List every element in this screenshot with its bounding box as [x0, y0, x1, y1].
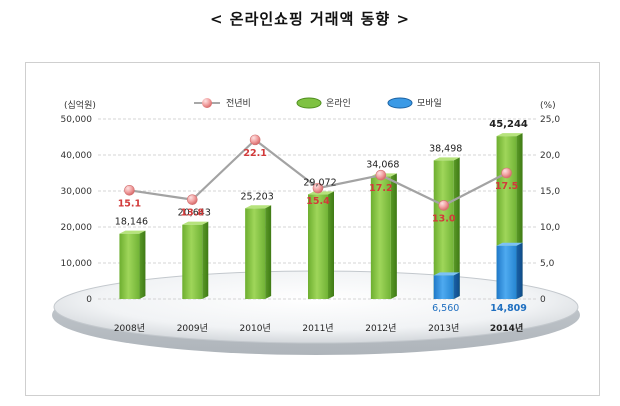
yoy-value-label: 17.2 — [369, 183, 392, 194]
x-tick-labels: 2008년 2009년 2010년 2011년 2012년 2013년 2014년 — [114, 322, 523, 334]
online-value-label: 38,498 — [429, 143, 462, 154]
value-labels: 18,146 20,643 25,203 29,072 34,068 38,498 6,56… — [115, 119, 528, 314]
yoy-value-label: 22.1 — [243, 148, 266, 159]
bars — [119, 133, 523, 299]
y-right-tick-label: 5,0 — [540, 259, 555, 269]
bar-online-top — [433, 157, 460, 161]
bar-mobile — [433, 272, 460, 299]
yoy-value-label: 13.8 — [181, 208, 205, 219]
bar-online-side — [202, 221, 209, 299]
yoy-value-label: 15.4 — [306, 196, 330, 207]
mobile-value-label: 14,809 — [490, 303, 527, 314]
page-title: < 온라인쇼핑 거래액 동향 > — [209, 10, 411, 28]
y-right-tick-label: 25,0 — [540, 115, 560, 125]
bar-online-side — [265, 205, 272, 299]
bar-online-side — [453, 157, 460, 299]
mobile-value-label: 6,560 — [432, 303, 459, 314]
green-disc-icon — [296, 97, 322, 109]
y-right-tick-label: 10,0 — [540, 223, 560, 233]
bar-online-front — [245, 208, 266, 299]
bar-online-front — [308, 194, 328, 299]
y-left-tick-label: 0 — [86, 295, 92, 305]
bar-mobile-top — [496, 242, 523, 246]
x-tick-label: 2009년 — [177, 323, 208, 334]
yoy-point — [249, 134, 261, 146]
y-right-tick-label: 0 — [540, 295, 546, 305]
yoy-value-label: 15.1 — [118, 198, 141, 209]
x-tick-label: 2014년 — [490, 322, 523, 334]
bar-online-front — [119, 233, 140, 299]
bar-online-side — [390, 173, 397, 299]
y-right-tick-label: 20,0 — [540, 151, 560, 161]
y-right-unit: (%) — [540, 101, 556, 111]
online-value-label: 29,072 — [303, 177, 336, 188]
y-right-ticks: 0 5,0 10,0 15,0 20,0 25,0 — [540, 115, 560, 305]
bar-online-top — [245, 205, 272, 209]
bar-mobile-front — [496, 245, 517, 299]
bar-online — [245, 205, 272, 299]
y-left-tick-label: 10,000 — [61, 259, 93, 269]
legend-label-mobile: 모바일 — [417, 98, 442, 109]
online-value-label: 20,643 — [178, 208, 211, 219]
y-right-tick-label: 15,0 — [540, 187, 560, 197]
bar-online-top — [182, 221, 209, 225]
bar-online — [433, 157, 460, 299]
y-left-tick-label: 50,000 — [61, 115, 93, 125]
bar-online-front — [182, 224, 203, 299]
x-tick-label: 2011년 — [302, 323, 333, 334]
legend-label-online: 온라인 — [326, 98, 351, 109]
bar-mobile-top — [433, 272, 460, 276]
yoy-line — [124, 134, 512, 211]
bar-online — [308, 191, 334, 299]
yoy-point — [312, 182, 324, 194]
yoy-value-label: 13.0 — [432, 213, 456, 224]
yoy-point — [375, 169, 387, 181]
x-tick-label: 2013년 — [428, 323, 459, 334]
x-tick-label: 2010년 — [240, 323, 271, 334]
bar-online — [119, 230, 146, 299]
y-left-unit: (십억원) — [64, 99, 96, 111]
bar-online-front — [433, 160, 454, 299]
yoy-point — [186, 194, 198, 205]
yoy-value-label: 17.5 — [495, 181, 518, 192]
online-value-label: 25,203 — [241, 191, 274, 202]
yoy-point — [501, 167, 512, 179]
yoy-point — [438, 200, 450, 211]
bar-online — [182, 221, 209, 299]
y-left-ticks: 0 10,000 20,000 30,000 40,000 50,000 — [61, 115, 93, 305]
bar-online — [370, 173, 397, 299]
bar-mobile-side — [453, 272, 460, 299]
y-left-tick-label: 20,000 — [61, 223, 93, 233]
bar-online-top — [496, 133, 523, 137]
yoy-point — [124, 184, 135, 196]
blue-disc-icon — [387, 97, 413, 109]
online-value-label: 34,068 — [366, 159, 399, 170]
bar-online-side — [139, 230, 146, 299]
bar-mobile-front — [433, 275, 454, 299]
bar-mobile — [496, 242, 523, 299]
online-value-label: 45,244 — [489, 119, 528, 130]
chart: (십억원) (%) 전년비 온라인 모바일 0 10,000 20,000 30,00… — [52, 97, 580, 355]
bar-online-top — [119, 230, 146, 234]
legend-label-yoy: 전년비 — [226, 98, 251, 109]
y-left-tick-label: 40,000 — [61, 151, 93, 161]
legend: 전년비 온라인 모바일 — [194, 97, 442, 109]
x-tick-label: 2008년 — [114, 323, 145, 334]
bar-mobile-side — [516, 242, 523, 299]
x-tick-label: 2012년 — [365, 323, 396, 334]
pink-ball-icon — [202, 98, 212, 108]
chart-frame: (십억원) (%) 전년비 온라인 모바일 0 10,000 20,000 30,00… — [25, 62, 600, 396]
bar-online-side — [328, 191, 334, 299]
bar-online-front — [370, 176, 391, 299]
online-value-label: 18,146 — [115, 217, 148, 228]
y-left-tick-label: 30,000 — [61, 187, 93, 197]
